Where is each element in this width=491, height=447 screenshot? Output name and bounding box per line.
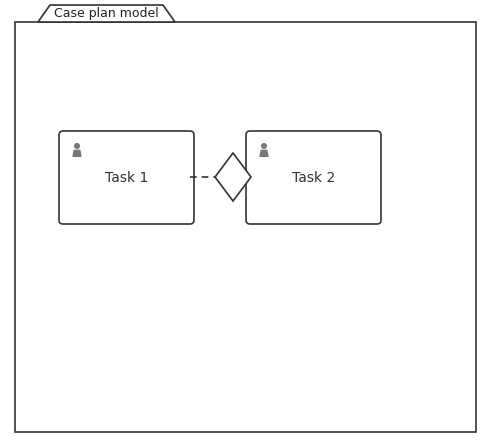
FancyBboxPatch shape <box>246 131 381 224</box>
Text: Task 1: Task 1 <box>105 170 148 185</box>
Polygon shape <box>38 5 175 22</box>
Polygon shape <box>73 150 81 156</box>
Polygon shape <box>215 153 251 201</box>
Circle shape <box>74 143 80 149</box>
FancyBboxPatch shape <box>59 131 194 224</box>
Circle shape <box>261 143 267 149</box>
Polygon shape <box>260 150 268 156</box>
Text: Case plan model: Case plan model <box>54 7 159 20</box>
Text: Task 2: Task 2 <box>292 170 335 185</box>
